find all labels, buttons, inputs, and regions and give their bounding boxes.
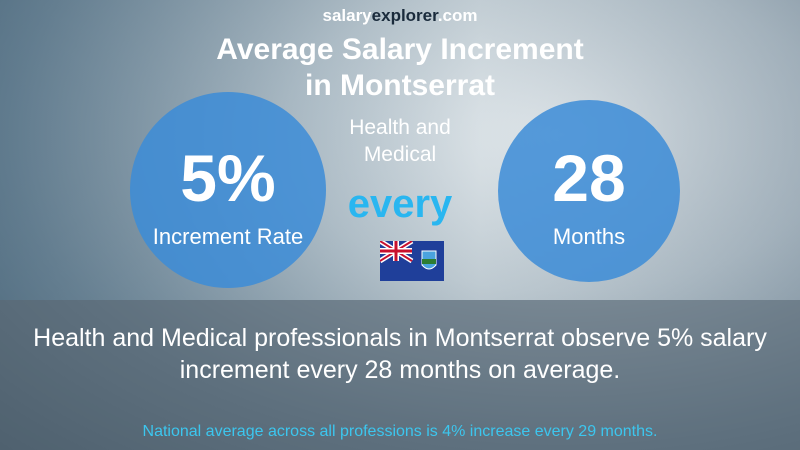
brand-explorer: explorer: [371, 6, 438, 25]
months-value: 28: [552, 141, 626, 215]
brand-com: .com: [437, 6, 478, 25]
brand-salary: salary: [322, 6, 372, 25]
brand: salaryexplorer.com: [0, 6, 800, 26]
footer: National average across all professions …: [142, 423, 658, 440]
description: Health and Medical professionals in Mont…: [33, 324, 767, 384]
left-circle: 5% Increment Rate: [130, 92, 326, 288]
bottom-overlay: [0, 300, 800, 450]
increment-label: Increment Rate: [152, 224, 304, 249]
title-line1: Average Salary Increment: [216, 33, 584, 66]
right-circle: 28 Months: [498, 100, 680, 282]
title: Average Salary Increment in Montserrat: [0, 32, 800, 104]
increment-value: 5%: [180, 141, 276, 215]
title-line2: in Montserrat: [304, 69, 496, 102]
connector: every: [347, 182, 453, 226]
subtitle: Health and Medical: [349, 116, 451, 166]
flag: [380, 241, 444, 281]
months-label: Months: [552, 224, 626, 249]
